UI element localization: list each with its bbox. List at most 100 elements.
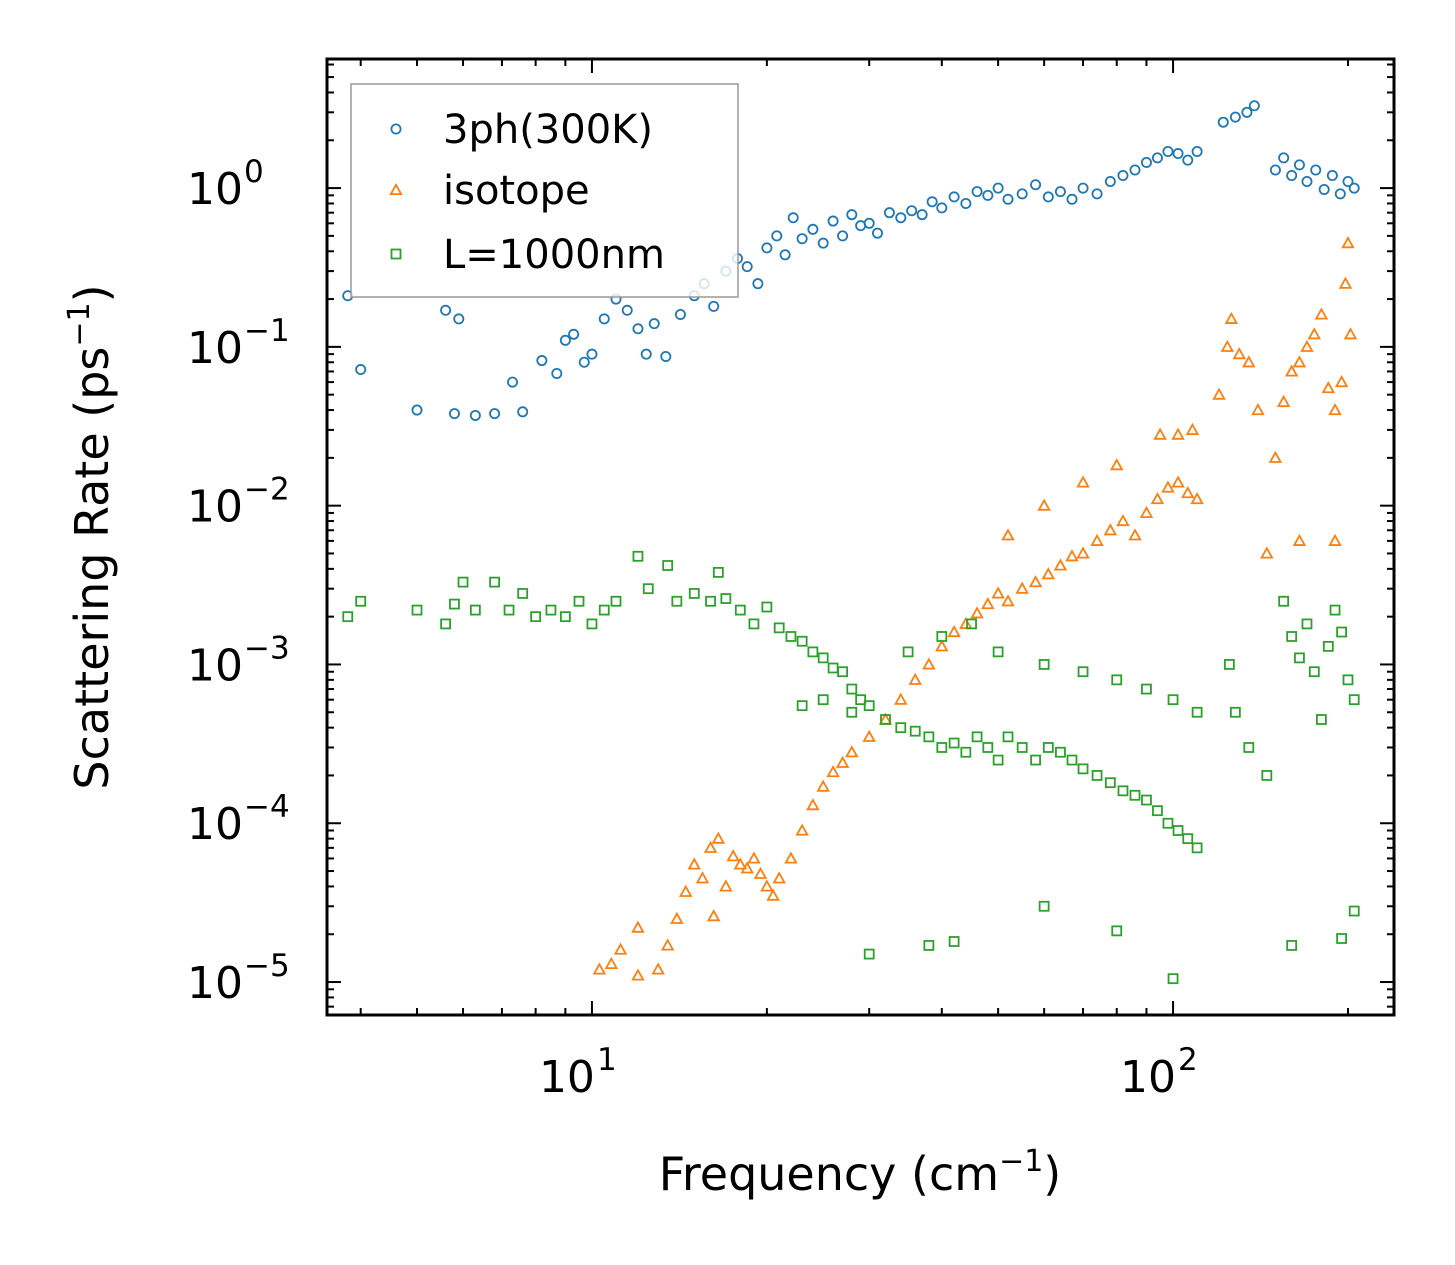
data-point xyxy=(1055,746,1066,758)
data-point xyxy=(1276,394,1291,407)
data-point xyxy=(711,831,726,844)
legend-marker-circle xyxy=(390,123,402,135)
x-axis-title-sup: −1 xyxy=(999,1144,1043,1179)
data-point xyxy=(1269,164,1281,176)
data-point xyxy=(817,652,829,664)
y-tick-label-exp: −5 xyxy=(244,948,290,984)
data-point xyxy=(827,215,839,227)
data-point xyxy=(1129,789,1141,801)
data-point xyxy=(936,742,948,753)
data-point xyxy=(795,823,809,836)
data-point xyxy=(1185,422,1200,435)
data-point xyxy=(1286,940,1298,951)
data-point xyxy=(1182,154,1194,166)
data-point xyxy=(1322,640,1334,652)
data-point xyxy=(1191,842,1203,854)
data-point xyxy=(1343,327,1358,340)
data-point xyxy=(1141,683,1152,695)
data-point xyxy=(1077,666,1089,678)
data-point xyxy=(1329,604,1341,616)
data-point xyxy=(935,639,949,652)
data-point xyxy=(871,227,883,239)
data-point xyxy=(1038,659,1050,670)
data-point xyxy=(1232,347,1246,360)
data-point xyxy=(720,593,732,604)
y-tick-label-base: 10 xyxy=(187,323,243,374)
data-point xyxy=(1310,164,1322,176)
y-tick-label: 10 −5 xyxy=(187,948,290,1009)
data-point xyxy=(1300,339,1314,352)
data-point xyxy=(342,611,354,623)
data-point xyxy=(1348,694,1360,706)
data-point xyxy=(1041,567,1056,580)
y-tick-label-base: 10 xyxy=(187,799,243,850)
data-point xyxy=(971,731,983,743)
plot-frame xyxy=(325,57,1396,1017)
legend-label-3ph: 3ph(300K) xyxy=(443,107,653,153)
data-point xyxy=(1229,111,1241,123)
data-point xyxy=(1292,355,1307,368)
data-point xyxy=(1334,188,1346,200)
data-point xyxy=(648,318,660,330)
data-point xyxy=(1268,450,1283,463)
data-point xyxy=(992,754,1004,766)
data-point xyxy=(662,560,674,571)
data-point xyxy=(1251,403,1265,416)
x-tick-label-exp: 1 xyxy=(597,1042,617,1078)
data-point xyxy=(598,604,610,616)
data-point xyxy=(1141,794,1152,806)
data-point xyxy=(837,230,849,242)
data-point xyxy=(660,938,675,951)
data-point xyxy=(863,700,875,712)
data-point xyxy=(1030,179,1042,191)
data-point xyxy=(551,367,563,379)
data-point xyxy=(705,595,716,607)
data-point xyxy=(761,242,773,254)
data-point xyxy=(959,616,973,629)
y-tick-label: 10 0 xyxy=(187,154,264,215)
data-point xyxy=(706,909,721,922)
data-point xyxy=(862,729,876,742)
data-point xyxy=(1321,381,1336,394)
data-point xyxy=(796,635,808,647)
y-tick-label: 10 −2 xyxy=(187,472,290,533)
data-points-layer xyxy=(342,100,1360,985)
data-point xyxy=(1150,492,1165,505)
data-point xyxy=(1223,659,1235,670)
data-point xyxy=(1307,327,1322,340)
data-point xyxy=(536,355,548,367)
data-point xyxy=(992,646,1004,658)
data-point xyxy=(747,851,761,864)
data-point xyxy=(1348,182,1360,194)
data-point xyxy=(1016,742,1028,753)
data-point xyxy=(1030,754,1041,766)
legend-marker-triangle xyxy=(389,182,403,196)
data-point xyxy=(1129,164,1141,176)
data-point xyxy=(604,956,619,970)
data-point xyxy=(936,631,948,642)
data-point xyxy=(642,583,654,595)
data-point xyxy=(440,304,452,316)
data-point xyxy=(992,182,1004,194)
data-point xyxy=(1171,427,1185,440)
data-point xyxy=(1090,533,1104,546)
data-point xyxy=(1191,706,1203,718)
data-point xyxy=(846,706,858,718)
data-point xyxy=(453,313,465,325)
data-point xyxy=(1292,533,1307,546)
data-point xyxy=(1117,785,1129,797)
data-point xyxy=(1103,523,1118,536)
data-point xyxy=(855,694,867,706)
data-point xyxy=(1301,618,1313,630)
data-point xyxy=(1342,674,1354,686)
data-point xyxy=(1054,186,1066,198)
data-point xyxy=(1042,191,1054,203)
data-point xyxy=(1104,777,1116,789)
data-point xyxy=(923,940,935,951)
data-point xyxy=(796,233,808,245)
y-tick-label: 10 −3 xyxy=(187,630,290,691)
data-point xyxy=(457,576,469,588)
data-point xyxy=(923,731,935,743)
data-point xyxy=(817,694,829,706)
